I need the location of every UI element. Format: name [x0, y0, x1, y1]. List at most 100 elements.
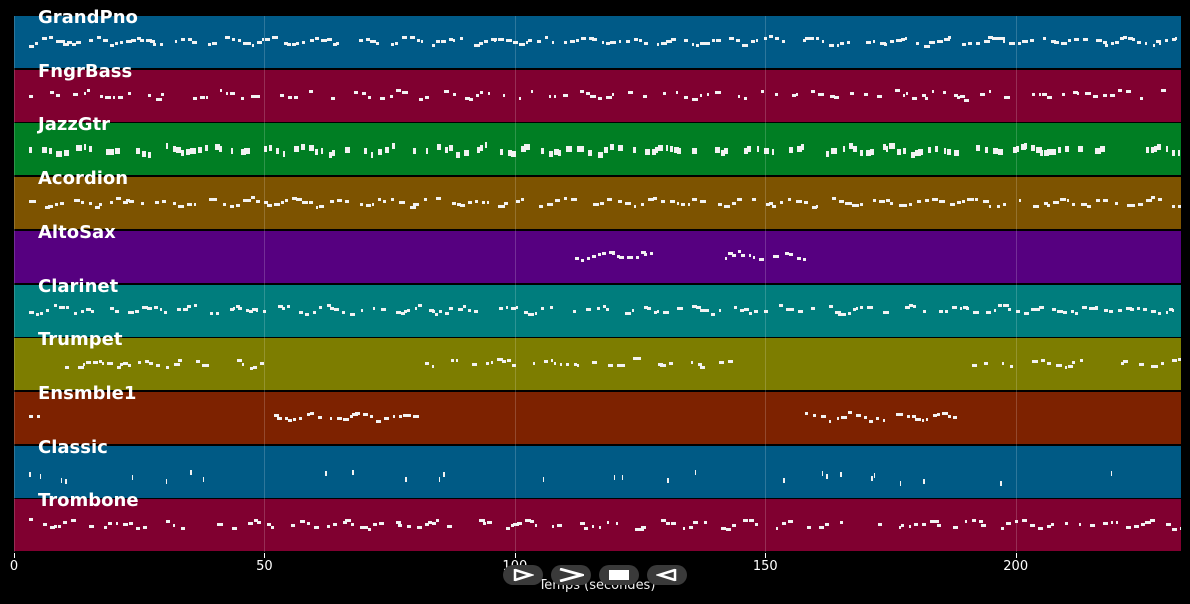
note [995, 36, 1000, 40]
note [472, 363, 478, 367]
note [458, 307, 464, 311]
note [912, 305, 917, 309]
note [717, 203, 722, 207]
track-label: JazzGtr [38, 114, 111, 136]
note [566, 145, 573, 152]
track-label: Acordion [38, 168, 129, 190]
note [725, 527, 731, 531]
note [952, 525, 958, 529]
note [586, 92, 590, 96]
note [855, 413, 861, 417]
note [1023, 312, 1029, 316]
note [755, 39, 758, 43]
note [942, 90, 947, 94]
note [331, 97, 335, 101]
note [1126, 204, 1132, 208]
note [424, 362, 430, 366]
note [161, 199, 166, 203]
track-lane-clarinet[interactable] [14, 284, 1181, 337]
note [127, 91, 131, 95]
note [101, 361, 105, 365]
note [56, 150, 63, 157]
track-lane-altosax[interactable] [14, 230, 1181, 283]
note [570, 40, 576, 44]
note [155, 363, 160, 367]
track-label: FngrBass [38, 60, 133, 82]
note [656, 43, 660, 47]
note [963, 98, 970, 102]
note [682, 526, 686, 530]
note [240, 148, 247, 155]
note [1171, 204, 1175, 208]
note [264, 37, 270, 41]
note [1171, 150, 1175, 157]
note [72, 42, 76, 46]
note [1099, 146, 1106, 153]
note [479, 42, 484, 46]
note [592, 361, 597, 365]
note [905, 36, 908, 40]
note [618, 39, 622, 43]
x-tick [264, 553, 266, 558]
note [87, 88, 90, 92]
note [127, 310, 134, 314]
note [493, 39, 497, 43]
note [1072, 90, 1078, 94]
note [212, 41, 218, 45]
play-button[interactable] [503, 565, 543, 585]
note [818, 92, 824, 96]
note [1065, 145, 1069, 152]
note [165, 142, 168, 149]
track-lane-ensmble1[interactable] [14, 391, 1181, 444]
note [1137, 202, 1144, 206]
note [432, 43, 436, 47]
note [247, 198, 251, 202]
track-lane-trumpet[interactable] [14, 338, 1181, 391]
track-lane-classic[interactable] [14, 445, 1181, 498]
note [186, 149, 191, 156]
note [123, 522, 128, 526]
note [703, 41, 710, 45]
note [728, 252, 733, 256]
note [580, 36, 586, 40]
note [796, 145, 803, 152]
note [1043, 36, 1047, 40]
note [325, 470, 327, 476]
note [930, 519, 935, 523]
note [424, 523, 430, 527]
note [1056, 363, 1062, 367]
note [314, 526, 320, 530]
note [377, 198, 381, 202]
track-lane-acordion[interactable] [14, 177, 1181, 230]
stop-button[interactable] [599, 565, 639, 585]
forward-button[interactable] [551, 565, 591, 585]
note [646, 306, 651, 310]
note [1150, 146, 1155, 153]
note [895, 413, 902, 417]
note [75, 145, 82, 152]
note [106, 362, 113, 366]
note [619, 256, 624, 260]
note [398, 523, 403, 527]
note [233, 307, 236, 311]
note [282, 150, 286, 157]
note [576, 38, 579, 42]
track-lane-grandpno[interactable] [14, 16, 1181, 68]
note [658, 145, 663, 152]
track-lane-jazzgtr[interactable] [14, 123, 1181, 176]
note [662, 91, 667, 95]
note [1010, 364, 1014, 368]
note [821, 470, 824, 476]
note [109, 149, 115, 156]
note [511, 307, 516, 311]
track-lane-fngrbass[interactable] [14, 69, 1181, 122]
note [598, 526, 601, 530]
note [451, 202, 456, 206]
rewind-button[interactable] [647, 565, 687, 585]
track-lane-trombone[interactable] [14, 499, 1181, 552]
note [267, 522, 272, 526]
note [742, 44, 748, 48]
note [1153, 364, 1158, 368]
note [48, 147, 52, 154]
note [676, 202, 680, 206]
